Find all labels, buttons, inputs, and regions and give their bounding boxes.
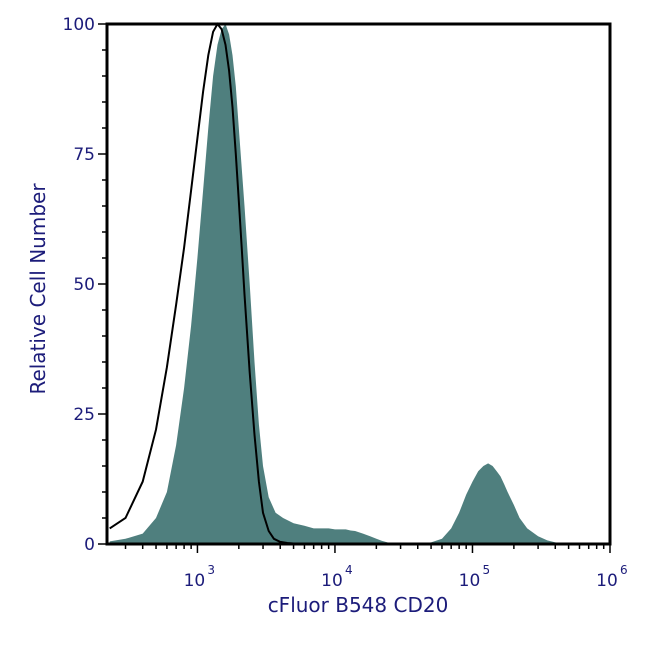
y-tick-label: 25 <box>73 405 95 425</box>
tick-layer <box>98 23 611 553</box>
x-tick-base: 10 <box>596 571 618 591</box>
y-tick-label: 0 <box>84 535 95 555</box>
x-axis-title: cFluor B548 CD20 <box>268 593 449 617</box>
y-tick-label: 100 <box>63 15 95 35</box>
series-filled-histogram <box>109 24 580 544</box>
series-layer <box>109 22 580 545</box>
x-tick-base: 10 <box>184 571 206 591</box>
x-tick-label: 104 <box>321 563 352 591</box>
x-tick-label: 103 <box>184 563 215 591</box>
x-tick-exponent: 5 <box>482 563 490 577</box>
x-tick-exponent: 3 <box>207 563 215 577</box>
x-tick-base: 10 <box>459 571 481 591</box>
x-tick-exponent: 6 <box>620 563 628 577</box>
y-tick-label: 75 <box>73 145 95 165</box>
x-tick-exponent: 4 <box>345 563 353 577</box>
x-tick-base: 10 <box>321 571 343 591</box>
series-outline-histogram <box>109 22 322 545</box>
y-tick-label: 50 <box>73 275 95 295</box>
y-axis-title: Relative Cell Number <box>26 183 50 395</box>
x-tick-label: 105 <box>459 563 490 591</box>
x-tick-label: 106 <box>596 563 627 591</box>
